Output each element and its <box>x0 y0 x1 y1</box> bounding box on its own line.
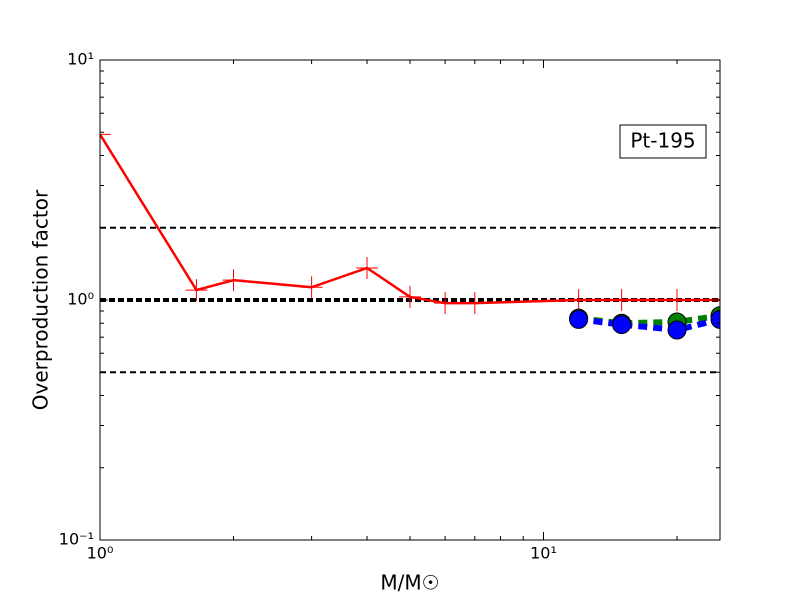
marker <box>612 315 632 335</box>
marker <box>710 309 720 329</box>
marker <box>300 276 323 299</box>
marker <box>463 292 486 315</box>
marker <box>610 289 633 311</box>
marker <box>399 285 421 308</box>
annotation: Pt-195 <box>630 129 695 153</box>
y-tick-label: 10¹ <box>67 50 94 69</box>
marker <box>567 289 590 311</box>
y-axis-label: Overproduction factor <box>29 189 53 410</box>
marker <box>222 269 245 292</box>
x-tick-label: 10¹ <box>530 544 557 563</box>
marker <box>185 279 208 302</box>
marker <box>666 289 689 311</box>
annotation-box <box>619 124 707 159</box>
x-axis-label: M/M☉ <box>380 571 439 595</box>
marker <box>356 256 379 279</box>
marker <box>667 320 687 340</box>
marker <box>100 123 111 146</box>
series-line <box>578 316 720 334</box>
marker <box>569 309 589 329</box>
plot-area <box>100 123 720 374</box>
y-tick-label: 10⁰ <box>67 290 94 309</box>
x-tick-label: 10⁰ <box>87 544 114 563</box>
marker <box>434 292 457 315</box>
y-tick-label: 10⁻¹ <box>59 530 94 549</box>
